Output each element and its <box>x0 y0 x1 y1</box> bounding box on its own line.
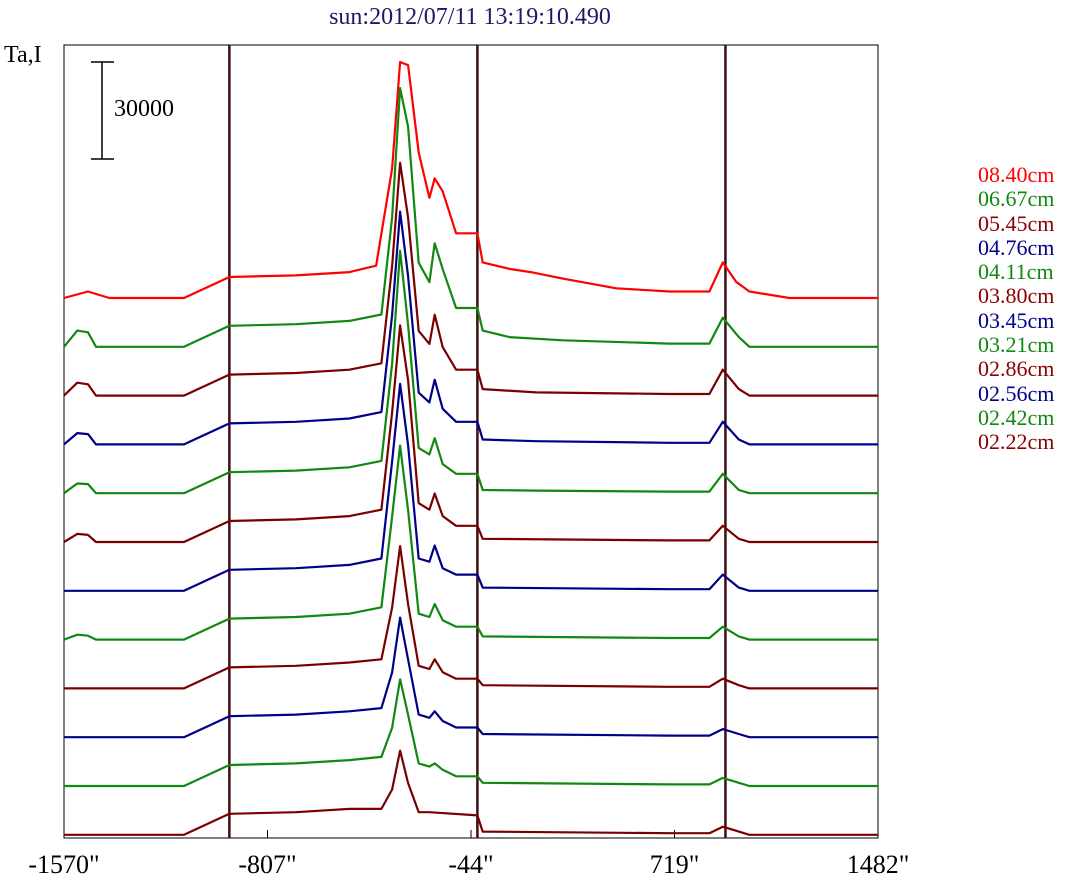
series-line-02.86cm <box>64 544 878 690</box>
x-tick-label: 719" <box>649 850 700 879</box>
x-tick-label: -1570" <box>28 850 100 879</box>
series-line-02.42cm <box>64 678 878 788</box>
legend-item: 03.80cm <box>978 283 1055 309</box>
chart-title: sun:2012/07/11 13:19:10.490 <box>329 4 611 30</box>
legend-item: 03.21cm <box>978 332 1055 358</box>
legend: 08.40cm 06.67cm 05.45cm 04.76cm 04.11cm 03.80… <box>978 162 1055 455</box>
legend-item: 02.56cm <box>978 380 1055 406</box>
series-line-08.40cm <box>63 60 878 300</box>
scale-bar-label: 30000 <box>114 96 174 122</box>
series-line-03.45cm <box>64 382 878 592</box>
legend-item: 04.76cm <box>978 234 1055 260</box>
plot-frame <box>63 44 879 839</box>
x-tick-label: -807" <box>238 850 297 879</box>
legend-item: 05.45cm <box>978 210 1055 236</box>
legend-item: 03.45cm <box>978 307 1055 333</box>
series-line-02.56cm <box>64 616 878 739</box>
legend-item: 02.86cm <box>978 356 1055 382</box>
legend-item: 02.22cm <box>978 429 1055 455</box>
y-axis-label: Ta,I <box>4 42 42 68</box>
series-line-04.11cm <box>63 249 878 495</box>
series-line-04.76cm <box>63 210 878 446</box>
x-tick-label: -44" <box>448 850 494 879</box>
series-line-05.45cm <box>63 161 878 397</box>
series-line-02.22cm <box>64 749 878 836</box>
legend-item: 08.40cm <box>978 162 1055 187</box>
legend-item: 06.67cm <box>978 186 1055 212</box>
series-line-03.80cm <box>63 324 878 544</box>
legend-item: 04.11cm <box>978 259 1054 285</box>
series-line-06.67cm <box>63 86 878 348</box>
series-line-03.21cm <box>63 444 878 641</box>
legend-item: 02.42cm <box>978 404 1055 430</box>
x-tick-label: 1482" <box>846 850 910 879</box>
